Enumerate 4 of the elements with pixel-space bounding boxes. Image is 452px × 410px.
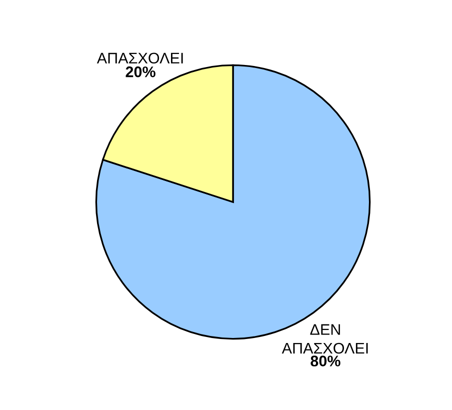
- slice-label: ΔΕΝ ΑΠΑΣΧΟΛΕΙ: [282, 324, 368, 354]
- data-label: 20%: [126, 66, 156, 78]
- slice-label: ΑΠΑΣΧΟΛΕΙ: [96, 52, 183, 64]
- data-label: 80%: [310, 356, 340, 366]
